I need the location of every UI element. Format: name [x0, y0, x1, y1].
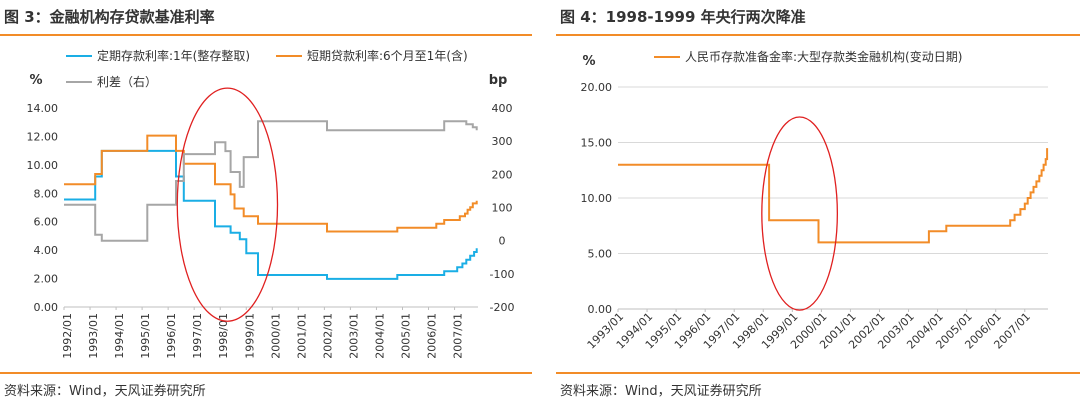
- top-rule: [556, 34, 1080, 36]
- x-tick-label: 1996/01: [165, 313, 178, 359]
- y-tick-label: 15.00: [581, 137, 613, 150]
- x-tick-label: 1997/01: [191, 313, 204, 359]
- y2-tick-label: 200: [492, 168, 513, 181]
- x-tick-label: 2003/01: [347, 313, 360, 359]
- bottom-rule: [556, 372, 1080, 374]
- y2-tick-label: 400: [492, 102, 513, 115]
- y-tick-label: 0.00: [34, 301, 59, 314]
- x-tick-label: 2002/01: [321, 313, 334, 359]
- x-tick-label: 2005/01: [399, 313, 412, 359]
- legend-label: 利差（右）: [97, 74, 157, 89]
- x-tick-label: 2000/01: [269, 313, 282, 359]
- x-tick-label: 1995/01: [139, 313, 152, 359]
- x-tick-label: 1999/01: [243, 313, 256, 359]
- y-tick-label: 5.00: [588, 248, 613, 261]
- y2-tick-label: 0: [499, 235, 506, 248]
- x-tick-label: 2004/01: [373, 313, 386, 359]
- y-tick-label: 10.00: [581, 192, 613, 205]
- right-figure-panel: 图 4：1998-1999 年央行两次降准 0.00 5.00 10.00 15.00…: [556, 0, 1080, 404]
- top-rule: [0, 34, 532, 36]
- bottom-rule: [0, 372, 532, 374]
- x-tick-label: 1994/01: [113, 313, 126, 359]
- y-axis-unit-label: %: [582, 54, 595, 69]
- legend-label: 短期贷款利率:6个月至1年(含): [307, 48, 468, 63]
- y-tick-label: 8.00: [34, 187, 59, 200]
- source-note: 资料来源：Wind，天风证券研究所: [4, 384, 206, 399]
- source-note: 资料来源：Wind，天风证券研究所: [560, 384, 762, 399]
- y2-tick-label: -100: [490, 268, 515, 281]
- left-figure-panel: 图 3：金融机构存贷款基准利率 0.00 2.00 4.00 6.00 8.00 10.0…: [0, 0, 532, 404]
- figure-3-title: 图 3：金融机构存贷款基准利率: [4, 8, 215, 26]
- highlight-ellipse: [176, 87, 279, 322]
- y-axis-unit-label: %: [29, 73, 42, 88]
- y-tick-label: 14.00: [27, 102, 59, 115]
- x-tick-label: 2001/01: [295, 313, 308, 359]
- y2-tick-label: 300: [492, 135, 513, 148]
- y-tick-label: 6.00: [34, 216, 59, 229]
- y2-tick-label: -200: [490, 301, 515, 314]
- y2-tick-label: 100: [492, 202, 513, 215]
- series-line-2: [64, 120, 478, 242]
- reserve-ratio-chart: 0.005.0010.0015.0020.00%1993/011994/0119…: [581, 49, 1049, 352]
- series-line-0: [64, 149, 478, 280]
- y2-axis-unit-label: bp: [489, 73, 508, 88]
- legend-label: 定期存款利率:1年(整存整取): [97, 48, 250, 63]
- y-tick-label: 2.00: [34, 273, 59, 286]
- x-tick-label: 1992/01: [61, 313, 74, 359]
- x-tick-label: 2007/01: [452, 313, 465, 359]
- series-line-1: [64, 134, 478, 233]
- y-tick-label: 4.00: [34, 244, 59, 257]
- x-tick-label: 1998/01: [217, 313, 230, 359]
- legend-label: 人民币存款准备金率:大型存款类金融机构(变动日期): [685, 49, 962, 64]
- y-tick-label: 10.00: [27, 159, 59, 172]
- y-tick-label: 12.00: [27, 130, 59, 143]
- figure-4-title: 图 4：1998-1999 年央行两次降准: [560, 8, 806, 26]
- x-tick-label: 1993/01: [87, 313, 100, 359]
- highlight-ellipse: [761, 116, 839, 311]
- series-line-0: [618, 148, 1049, 244]
- y-tick-label: 0.00: [588, 303, 613, 316]
- deposit-loan-rate-chart: 0.00 2.00 4.00 6.00 8.00 10.00 12.00 14.00 -200 -…: [27, 48, 515, 359]
- y-tick-label: 20.00: [581, 81, 613, 94]
- x-tick-label: 2006/01: [426, 313, 439, 359]
